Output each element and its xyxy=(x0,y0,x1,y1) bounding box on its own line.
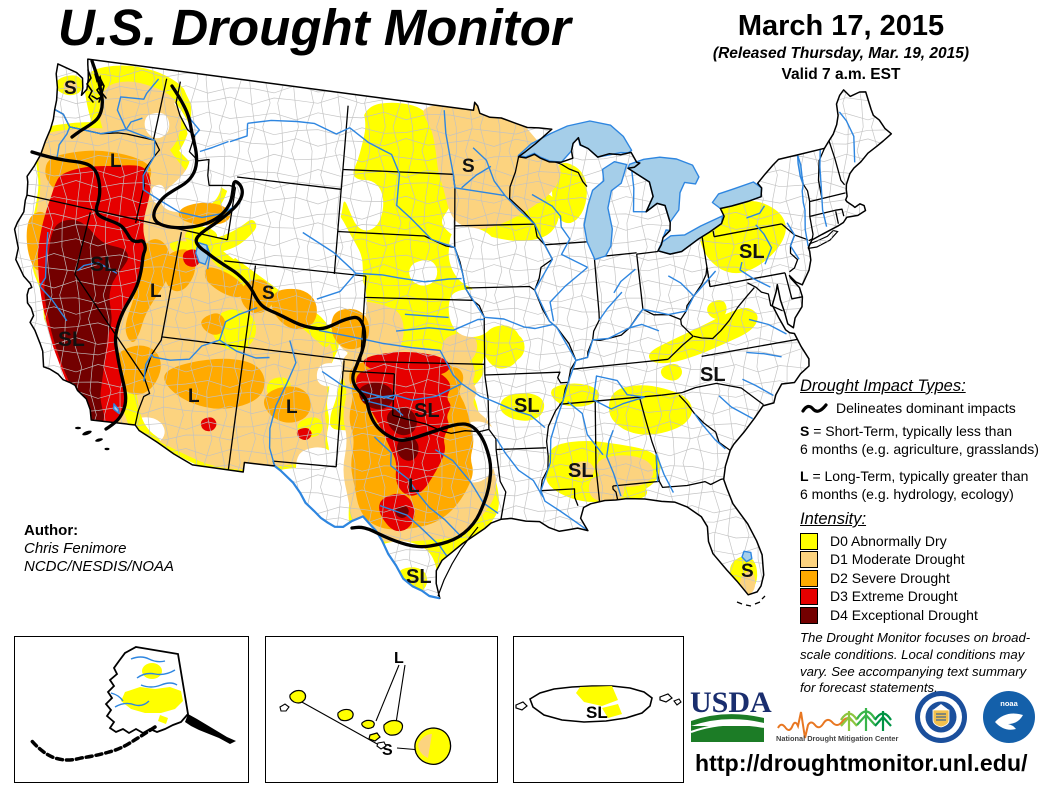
svg-text:S: S xyxy=(382,742,393,759)
svg-text:S: S xyxy=(462,156,475,177)
svg-text:L: L xyxy=(110,151,122,172)
svg-text:SL: SL xyxy=(414,400,440,422)
svg-text:National Drought Mitigation Ce: National Drought Mitigation Center xyxy=(776,734,898,743)
svg-text:noaa: noaa xyxy=(1000,699,1018,708)
svg-text:S: S xyxy=(741,561,754,582)
svg-text:SL: SL xyxy=(586,703,608,722)
svg-text:SL: SL xyxy=(514,395,540,417)
svg-text:SL: SL xyxy=(58,328,85,351)
svg-text:S: S xyxy=(64,78,77,99)
svg-text:L: L xyxy=(150,281,162,302)
svg-text:L: L xyxy=(408,476,420,497)
svg-text:SL: SL xyxy=(90,253,117,276)
svg-text:L: L xyxy=(286,397,298,418)
svg-text:SL: SL xyxy=(700,364,726,386)
svg-text:USDA: USDA xyxy=(690,688,772,719)
svg-text:SL: SL xyxy=(739,241,765,263)
svg-text:L: L xyxy=(394,650,404,667)
svg-text:SL: SL xyxy=(568,460,594,482)
svg-text:S: S xyxy=(262,283,275,304)
svg-text:SL: SL xyxy=(406,566,432,588)
svg-text:L: L xyxy=(188,386,200,407)
